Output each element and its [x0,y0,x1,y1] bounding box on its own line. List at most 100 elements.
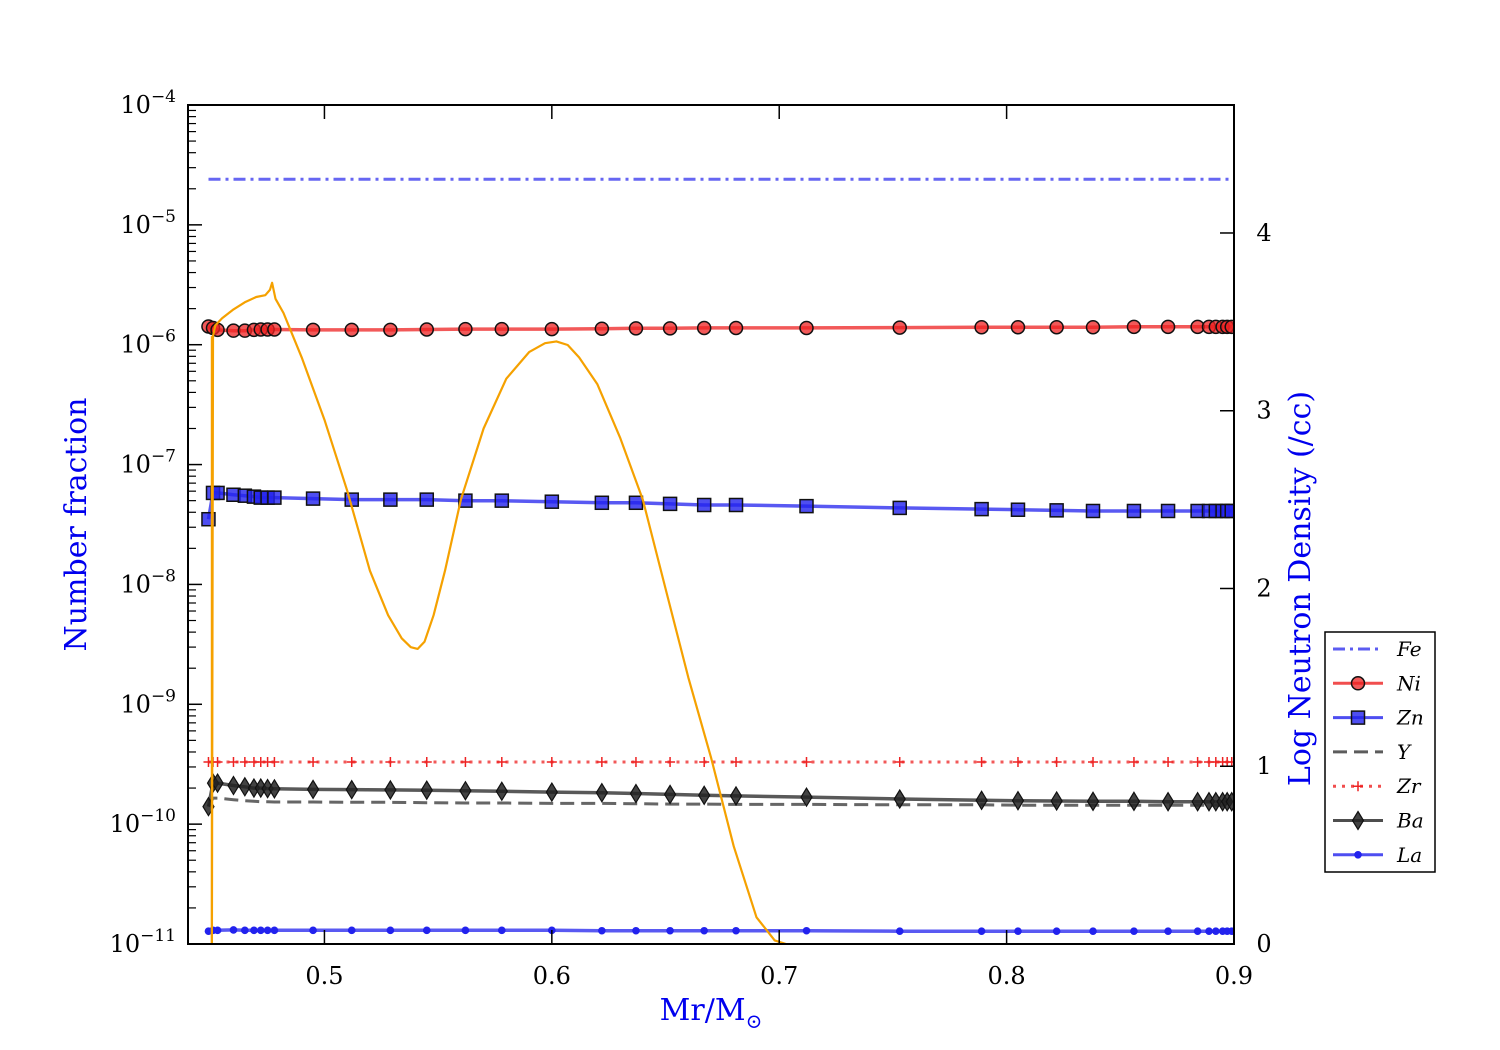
data-point-marker [975,790,988,811]
series-la [204,926,1234,935]
legend-entry-la: La [1333,843,1422,867]
data-point-marker [976,756,987,767]
data-point-marker [628,495,644,511]
data-point-marker [1205,927,1213,935]
data-point-marker [458,321,473,337]
data-point-marker [345,779,358,800]
y-left-tick-base: 10 [110,810,141,838]
data-point-marker [1085,503,1101,519]
y-left-tick-exponent: −11 [140,926,176,946]
data-point-marker [662,496,678,512]
y-left-tick-exponent: −6 [151,327,176,347]
legend-label: La [1396,843,1422,867]
legend: Fe Ni Zn Y Zr Ba La [1324,631,1436,873]
data-point-marker [1350,676,1366,691]
y-left-tick-label: 10−7 [120,447,176,479]
data-point-marker [731,756,742,767]
data-point-marker [1351,810,1365,831]
data-point-marker [799,320,814,336]
data-point-marker [974,319,989,335]
data-point-marker [238,776,252,797]
y-left-tick-exponent: −4 [151,87,176,107]
series-ba [202,772,1234,817]
y-right-tick-label: 1 [1256,752,1271,780]
data-point-marker [1050,790,1063,812]
data-point-marker [1212,927,1220,935]
data-point-marker [801,756,812,767]
data-point-marker [1088,756,1099,767]
data-point-marker [1353,781,1363,792]
legend-label: Ba [1396,809,1424,833]
x-tick-label: 0.6 [533,962,571,990]
series-zn [201,485,1234,527]
legend-label: Fe [1396,637,1422,661]
data-point-marker [421,756,432,767]
x-tick-label: 0.8 [988,962,1026,990]
legend-entry-zn: Zn [1333,706,1424,730]
y-left-tick-label: 10−10 [110,806,176,838]
data-point-marker [1051,756,1062,767]
data-point-marker [305,491,321,506]
data-point-marker [213,926,222,935]
data-point-marker [1052,927,1061,935]
right-axis-ticks: 0 1 2 3 4 [1220,219,1272,958]
series-line [206,491,1232,520]
y-left-tick-base: 10 [120,451,151,479]
data-point-marker [1086,791,1100,812]
data-point-marker [256,926,265,935]
data-point-marker [546,756,557,767]
data-point-marker [894,756,905,767]
y-left-tick-base: 10 [120,91,151,119]
data-point-marker [632,926,640,935]
data-point-marker [1191,791,1204,812]
data-point-marker [594,495,610,511]
series-ni [201,319,1234,338]
data-point-marker [628,321,644,336]
data-point-marker [1010,502,1026,517]
data-point-marker [420,780,433,801]
data-point-marker [1160,503,1176,519]
y-left-tick-label: 10−11 [110,926,176,958]
data-point-marker [268,778,281,799]
legend-entry-ni: Ni [1333,671,1421,695]
data-point-marker [229,926,238,934]
data-point-marker [1085,319,1101,335]
data-point-marker [1224,503,1234,519]
y-axis-left-label: Number fraction [59,397,94,651]
y-left-tick-base: 10 [120,331,151,359]
data-point-marker [1350,710,1366,725]
data-point-marker [495,781,509,802]
data-point-marker [460,756,471,767]
data-point-marker [663,784,677,805]
data-point-marker [308,756,319,767]
data-point-marker [385,756,396,767]
data-point-marker [544,494,560,509]
data-point-marker [662,321,678,336]
data-point-marker [696,320,712,336]
data-point-marker [1193,927,1202,935]
legend-entry-ba: Ba [1333,809,1424,833]
x-axis-label: Mr/M⊙ [660,993,763,1033]
data-point-marker [346,756,357,767]
data-point-marker [666,926,674,935]
y-right-tick-label: 3 [1256,397,1271,425]
data-point-marker [1126,503,1142,519]
neutron-density-line [210,281,787,944]
data-point-marker [211,772,224,794]
data-point-marker [595,782,609,803]
x-tick-label: 0.9 [1215,962,1253,990]
data-point-marker [892,500,907,516]
data-point-marker [1192,756,1203,767]
data-point-marker [700,926,708,935]
series-zr [203,756,1234,767]
legend-label: Zn [1396,706,1424,730]
data-point-marker [1163,756,1174,767]
data-point-marker [629,783,643,804]
data-point-marker [1126,319,1142,335]
data-point-marker [802,926,811,935]
series-line [207,324,1232,333]
legend-label: Ni [1396,671,1421,695]
legend-label: Zr [1396,774,1422,798]
x-tick-label: 0.7 [760,962,798,990]
